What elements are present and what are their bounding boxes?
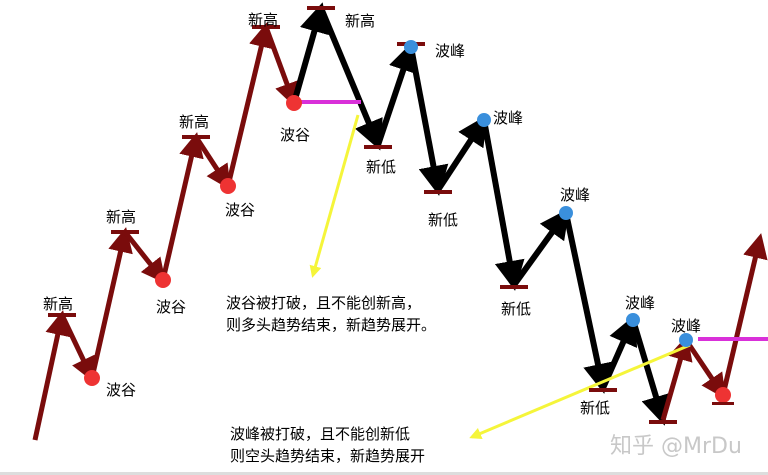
peak-dot [477,113,491,127]
extreme-bar [182,135,210,139]
note-line: 波峰被打破，且不能创新低 [230,425,411,443]
trough-dot [715,387,731,403]
up-arrow [59,313,95,383]
peak-dot [404,40,418,54]
trough-dot [286,95,302,111]
extreme-bar [424,190,452,194]
down-arrow [408,46,449,196]
label-peak: 波峰 [670,317,702,335]
up-arrow [123,230,167,284]
down-arrow [375,41,418,146]
down-arrow [435,114,488,192]
pointer-arrow [309,114,360,278]
trough-dot [84,370,100,386]
uptrend-end-note: 波谷被打破，且不能创新高， 则多头趋势结束，新趋势展开。 [226,292,436,336]
up-arrow [683,338,726,400]
label-new-low: 新低 [365,158,397,176]
peak-dot [559,206,573,220]
label-new-high: 新高 [178,113,210,131]
up-arrow [720,233,768,396]
label-new-high: 新高 [247,11,279,29]
label-new-low: 新低 [427,211,459,229]
bottom-border [0,472,768,475]
label-trough: 波谷 [105,381,137,399]
up-arrow [32,310,70,441]
label-peak: 波峰 [624,294,656,312]
down-arrow [630,319,671,426]
extreme-bar [500,285,528,289]
up-arrow [263,26,299,108]
up-arrow [193,135,231,191]
label-trough: 波谷 [224,201,256,219]
trend-arrows [32,2,768,441]
down-arrow [318,6,383,151]
label-new-high: 新高 [344,12,376,30]
label-new-low: 新低 [500,300,532,318]
label-trough: 波谷 [279,126,311,144]
note-line: 则多头趋势结束，新趋势展开。 [226,316,437,334]
up-arrow [660,335,693,421]
note-line: 波谷被打破，且不能创新高， [226,294,422,312]
label-peak: 波峰 [434,42,466,60]
peak-dot [626,313,640,327]
label-new-high: 新高 [42,295,74,313]
extreme-bar [48,313,76,317]
down-arrow [481,119,525,291]
trough-dot [220,178,236,194]
extreme-bar [364,145,392,149]
note-line: 则空头趋势结束，新趋势展开 [230,447,426,465]
extreme-bar [111,230,139,234]
pointer-arrow [469,343,691,440]
up-arrow [225,22,274,187]
label-peak: 波峰 [492,109,524,127]
label-peak: 波峰 [559,186,591,204]
label-new-low: 新低 [579,399,611,417]
downtrend-end-note: 波峰被打破，且不能创新低 则空头趋势结束，新趋势展开 [230,423,425,467]
up-arrow [89,227,133,379]
down-arrow [511,208,570,287]
extreme-bar [649,420,677,424]
peak-dot [679,333,693,347]
down-arrow [291,2,329,104]
watermark: 知乎 @MrDu [610,434,742,459]
label-trough: 波谷 [155,298,187,316]
down-arrow [600,314,638,390]
down-arrow [563,212,613,394]
trough-dot [155,272,171,288]
extreme-bar [712,402,734,405]
extreme-bar [252,25,280,29]
label-new-high: 新高 [105,208,137,226]
extreme-bar [307,6,335,10]
up-arrow [160,132,204,281]
extreme-bar [589,388,617,392]
